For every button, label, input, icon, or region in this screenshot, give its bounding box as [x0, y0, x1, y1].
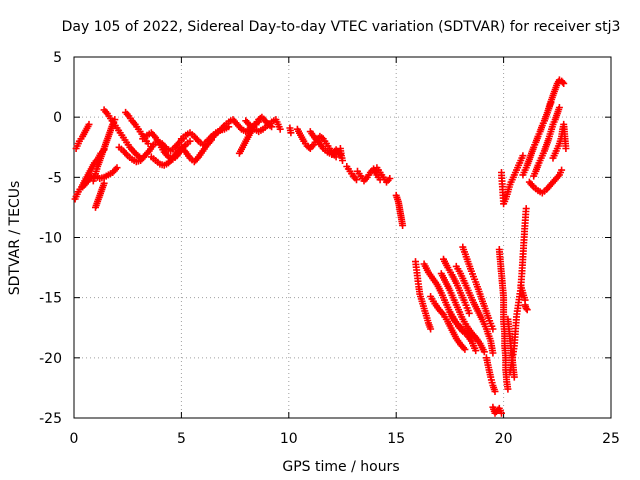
data-point — [332, 153, 340, 161]
data-point — [560, 80, 568, 87]
y-axis-label: SDTVAR / TECUs — [7, 181, 23, 296]
y-tick-label: -5 — [48, 170, 62, 186]
axis-ticks: 0 5 10 15 20 25 5 0 -5 -10 -15 -20 -25 — [39, 50, 620, 447]
y-tick-label: -25 — [39, 411, 62, 427]
data-point — [480, 348, 488, 356]
data-point — [461, 345, 469, 353]
data-point — [472, 347, 480, 355]
data-point — [399, 222, 407, 229]
y-tick-label: -15 — [39, 291, 62, 307]
data-point — [276, 125, 284, 133]
data-point — [85, 120, 93, 128]
x-tick-label: 5 — [177, 431, 186, 447]
data-point — [522, 205, 530, 213]
y-tick-label: 5 — [53, 50, 62, 66]
x-tick-label: 15 — [387, 431, 405, 447]
data-point — [489, 325, 497, 333]
data-point — [386, 175, 394, 182]
grid — [74, 57, 611, 418]
x-tick-label: 0 — [70, 431, 79, 447]
data-point — [522, 305, 530, 312]
data-point — [427, 325, 435, 333]
y-tick-label: -20 — [39, 351, 62, 367]
data-point — [467, 337, 475, 345]
data-point — [186, 137, 194, 145]
data-point — [465, 309, 473, 317]
data-point — [489, 349, 497, 357]
data-point — [504, 385, 512, 393]
data-point — [339, 157, 346, 164]
x-tick-label: 25 — [602, 431, 620, 447]
x-axis-label: GPS time / hours — [282, 459, 399, 475]
data-point — [558, 166, 566, 174]
data-point — [519, 152, 527, 160]
y-tick-label: -10 — [39, 231, 62, 247]
data-point — [559, 78, 567, 86]
data-point — [498, 409, 505, 417]
data-point — [555, 104, 563, 111]
data-point — [287, 129, 295, 137]
data-point — [113, 164, 121, 172]
data-point — [100, 179, 108, 187]
data-point — [523, 306, 531, 314]
data-point — [510, 373, 518, 381]
data-point — [144, 140, 152, 148]
x-tick-label: 20 — [495, 431, 513, 447]
chart-title: Day 105 of 2022, Sidereal Day-to-day VTE… — [62, 19, 621, 35]
data-point — [353, 176, 360, 184]
x-tick-label: 10 — [280, 431, 298, 447]
data-markers — [71, 76, 570, 417]
data-point — [491, 388, 499, 395]
y-tick-label: 0 — [53, 110, 62, 126]
data-point — [562, 145, 570, 152]
